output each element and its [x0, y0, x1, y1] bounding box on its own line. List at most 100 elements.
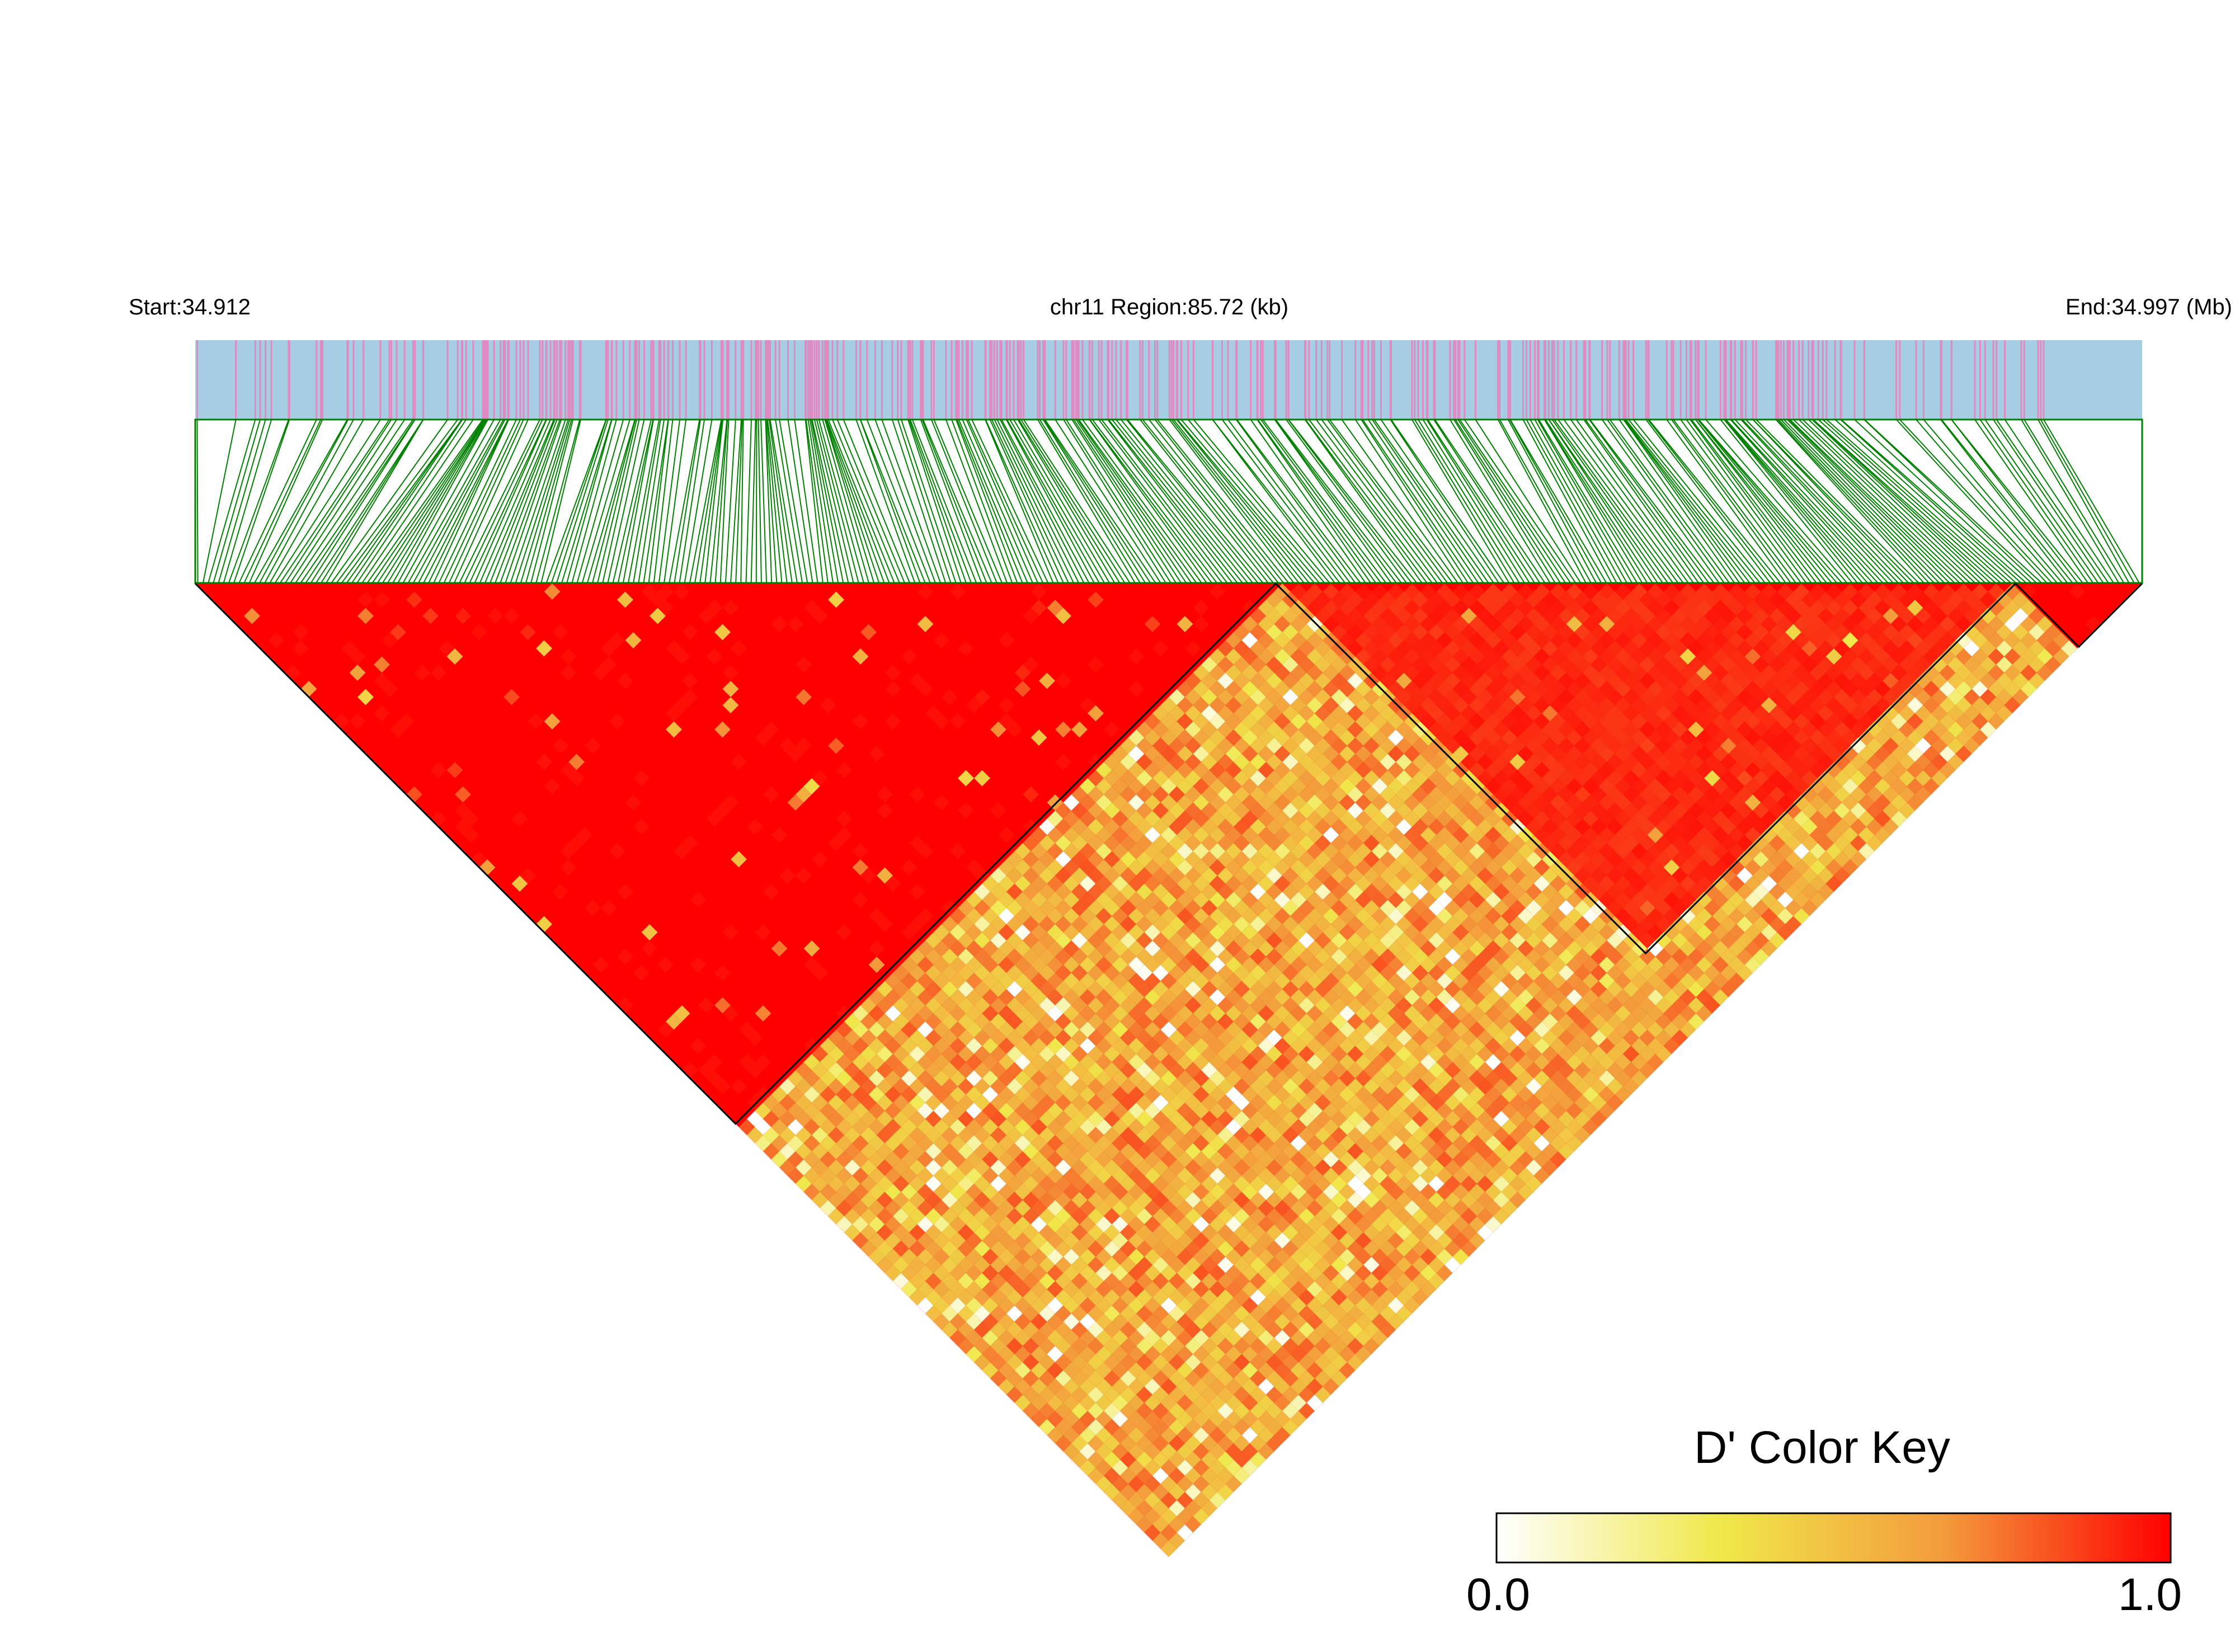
- snp-connector: [1724, 419, 1858, 584]
- snp-connector: [1274, 419, 1392, 584]
- snp-connector: [1534, 419, 1628, 584]
- heatmap-cell: [706, 600, 723, 616]
- snp-connector: [825, 419, 880, 584]
- heatmap-cell: [609, 843, 625, 859]
- heatmap-cell: [698, 997, 714, 1014]
- heatmap-cell: [796, 867, 812, 884]
- snp-connector: [218, 419, 266, 584]
- snp-connector: [989, 419, 1065, 584]
- snp-track-markers: [196, 340, 2045, 420]
- heatmap-cell: [657, 583, 674, 600]
- heatmap-cell: [755, 924, 771, 940]
- snp-connector: [1422, 419, 1526, 584]
- heatmap-cell: [690, 957, 707, 973]
- heatmap-cell: [674, 583, 690, 600]
- snp-connector: [991, 419, 1070, 584]
- snp-connector: [269, 419, 364, 584]
- snp-connector: [1023, 419, 1131, 584]
- heatmap-cell: [382, 681, 398, 697]
- snp-connector: [1156, 419, 1290, 584]
- snp-connector: [1142, 419, 1274, 584]
- snp-connector: [966, 419, 1039, 584]
- heatmap-cell: [560, 859, 577, 876]
- heatmap-cell: [690, 892, 707, 908]
- snp-connector: [1043, 419, 1151, 584]
- snp-connector: [550, 419, 607, 584]
- snp-connector: [279, 419, 390, 584]
- snp-connector: [1725, 419, 1874, 584]
- snp-connector: [1140, 419, 1269, 584]
- heatmap-cell: [552, 624, 568, 641]
- snp-connector: [1235, 419, 1357, 584]
- snp-connector: [1671, 419, 1792, 584]
- snp-connector: [1648, 419, 1782, 584]
- snp-connector: [1775, 419, 1925, 584]
- heatmap-cell: [828, 737, 844, 754]
- snp-connector: [860, 419, 926, 584]
- snp-connector: [1618, 419, 1735, 584]
- heatmap-cell: [836, 924, 853, 940]
- heatmap-cell: [917, 908, 934, 924]
- snp-connector: [1457, 419, 1566, 584]
- heatmap-cell: [349, 648, 366, 665]
- snp-connector: [1632, 419, 1766, 584]
- snp-connector: [663, 419, 687, 584]
- heatmap-cell: [722, 697, 739, 713]
- snp-connector: [920, 419, 982, 584]
- snp-connector: [1811, 419, 1987, 584]
- heatmap-cell: [657, 600, 674, 616]
- snp-connector: [617, 419, 654, 584]
- snp-connector: [1112, 419, 1244, 584]
- heatmap-cell: [747, 1029, 763, 1046]
- snp-connector: [1554, 419, 1674, 584]
- snp-connector: [1951, 419, 2079, 584]
- snp-connector: [1628, 419, 1761, 584]
- snp-connector: [1286, 419, 1408, 584]
- snp-connector: [556, 419, 609, 584]
- snp-connector: [320, 419, 424, 584]
- snp-connector: [689, 419, 722, 584]
- snp-connector: [1499, 419, 1592, 584]
- snp-connector: [1742, 419, 1899, 584]
- snp-connector: [724, 419, 736, 584]
- heatmap-cell: [836, 827, 853, 843]
- snp-connector: [1107, 419, 1234, 584]
- snp-connector: [745, 419, 752, 584]
- snp-connector: [1822, 419, 2007, 584]
- snp-connector: [1042, 419, 1146, 584]
- snp-connector: [1756, 419, 1920, 584]
- snp-connector: [1734, 419, 1889, 584]
- snp-connector: [1530, 419, 1623, 584]
- heatmap-cell: [560, 648, 577, 665]
- heatmap-cell: [836, 762, 853, 778]
- snp-connector: [811, 419, 849, 584]
- heatmap-cell: [690, 1038, 707, 1054]
- snp-connector: [561, 419, 613, 584]
- snp-connector: [956, 419, 1023, 584]
- heatmap-cell: [803, 940, 820, 957]
- snp-connector: [412, 419, 504, 584]
- snp-connector: [1691, 419, 1818, 584]
- snp-connector: [1455, 419, 1561, 584]
- snp-connector: [1745, 419, 1904, 584]
- heatmap-cell: [471, 624, 487, 641]
- snp-connector: [1434, 419, 1546, 584]
- snp-connector: [765, 419, 778, 584]
- snp-connector: [1802, 419, 1977, 584]
- snp-connector: [1361, 419, 1469, 584]
- snp-connector: [1705, 419, 1848, 584]
- heatmap-cell: [625, 632, 642, 648]
- snp-connector: [1089, 419, 1208, 584]
- snp-connector: [315, 419, 424, 584]
- snp-connector: [1544, 419, 1643, 584]
- snp-connector: [310, 419, 416, 584]
- snp-connector: [407, 419, 501, 584]
- snp-connector: [901, 419, 957, 584]
- heatmap-cell: [909, 883, 925, 900]
- snp-connector: [202, 419, 237, 584]
- heatmap-cell: [609, 632, 625, 648]
- heatmap-cell: [609, 713, 625, 729]
- snp-connector: [1354, 419, 1464, 584]
- snp-connector: [1257, 419, 1377, 584]
